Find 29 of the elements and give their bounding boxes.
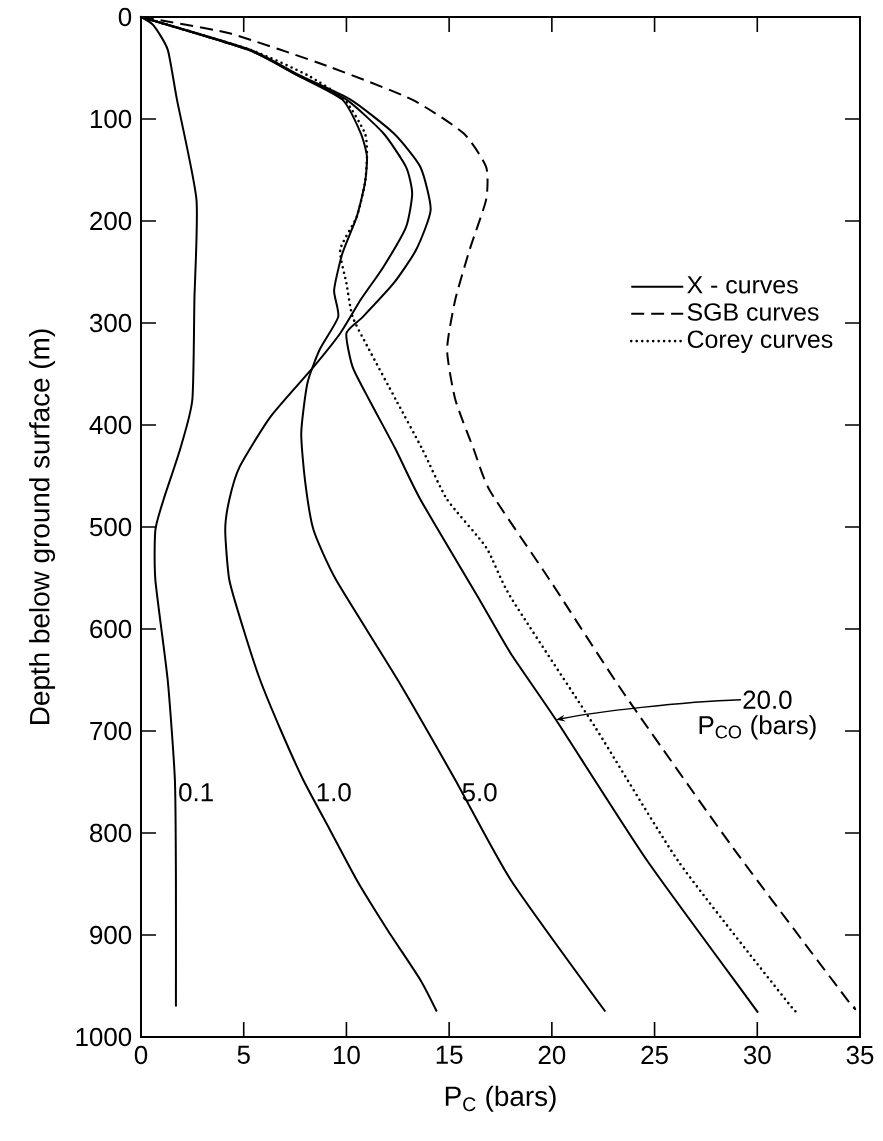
- y-tick-label: 600: [90, 619, 132, 639]
- x-tick-label: 20: [538, 1045, 566, 1065]
- legend-label: Corey curves: [687, 330, 833, 354]
- y-tick-label: 900: [90, 925, 132, 945]
- x-tick-label: 15: [436, 1045, 463, 1064]
- y-tick-label: 800: [90, 823, 132, 843]
- y-axis-title: Depth below ground surface (m): [29, 329, 56, 724]
- x-tick-label: 25: [641, 1045, 668, 1065]
- y-tick-label: 200: [90, 211, 132, 231]
- annotation: 5.0: [462, 783, 497, 802]
- y-tick-label: 1000: [76, 1027, 132, 1047]
- y-tick-label: 100: [90, 109, 132, 129]
- x-tick-label: 5: [237, 1045, 250, 1064]
- annotation: P$_{CO}$ (bars): [699, 715, 816, 740]
- y-tick-label: 700: [90, 721, 132, 741]
- y-tick-label: 400: [89, 415, 132, 435]
- x-tick-label: 0: [134, 1045, 148, 1065]
- x-tick-label: 35: [846, 1045, 874, 1065]
- legend-label: X - curves: [687, 276, 798, 294]
- x-tick-label: 30: [743, 1045, 771, 1065]
- y-tick-label: 300: [89, 313, 132, 333]
- x-axis-title: P$_{C}$ (bars): [445, 1085, 556, 1112]
- y-tick-label: 500: [89, 517, 132, 537]
- y-tick-label: 0: [118, 7, 132, 27]
- annotation: 20.0: [743, 690, 792, 709]
- annotation: 1.0: [317, 783, 351, 802]
- x-tick-label: 10: [333, 1045, 360, 1065]
- annotation: 0.1: [179, 783, 213, 802]
- legend-label: SGB curves: [687, 303, 819, 321]
